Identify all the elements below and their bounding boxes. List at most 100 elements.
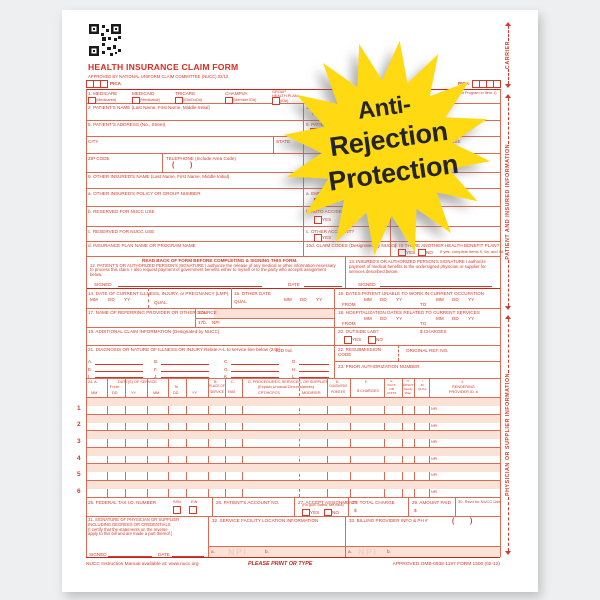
outside-lab-no-checkbox[interactable]: [368, 336, 376, 344]
diag-line[interactable]: [95, 377, 143, 378]
diag-i: I.: [88, 373, 91, 379]
field-20-charges: $ CHARGES: [420, 329, 447, 334]
ssn-label: SSN: [173, 500, 181, 504]
signature-line-31[interactable]: [108, 555, 152, 557]
auto-accident-yes-checkbox[interactable]: [314, 216, 322, 224]
col-d-sub: (Explain Unusual Circumstances): [258, 384, 315, 389]
field-33-paren-open: (: [452, 517, 455, 525]
field-18-dd2: DD: [452, 315, 459, 321]
signature-line-13[interactable]: [380, 286, 492, 287]
npi-band-32: [208, 546, 345, 557]
diag-line[interactable]: [299, 377, 329, 378]
field-31-label: 31. SIGNATURE OF PHYSICIAN OR SUPPLIER I…: [88, 517, 180, 537]
carrier-margin: CARRIER: [502, 22, 514, 88]
field-1-tricare: TRICARE: [175, 91, 196, 96]
field-1-group: GROUP HEALTH PLAN: [272, 90, 298, 99]
diag-d: D.: [292, 359, 297, 364]
champva-checkbox[interactable]: [225, 96, 233, 104]
service-row-shading: [86, 447, 500, 456]
assignment-no-checkbox[interactable]: [324, 508, 332, 516]
service-row-number: 1: [77, 405, 81, 412]
pica-label-right: PICA: [458, 81, 469, 86]
field-9b-label: b. RESERVED FOR NUCC USE: [88, 208, 155, 214]
pica-checkbox[interactable]: [493, 80, 501, 88]
diag-line[interactable]: [231, 377, 279, 378]
diag-line[interactable]: [231, 363, 279, 365]
physician-supplier-margin: PHYSICIAN OR SUPPLIER INFORMATION: [502, 315, 514, 555]
field-18-mm2: MM: [436, 315, 444, 321]
col-place: PLACE OF: [209, 383, 225, 388]
diag-line[interactable]: [299, 363, 329, 365]
signature-line-12[interactable]: [118, 286, 262, 287]
footer-nucc: NUCC Instruction Manual available at: ww…: [86, 561, 199, 567]
field-16-mm: MM: [364, 296, 372, 302]
arrow-down-icon: [505, 84, 511, 88]
field-25-label: 25. FEDERAL TAX I.D. NUMBER: [88, 499, 157, 505]
diag-line[interactable]: [231, 371, 279, 372]
tricare-checkbox[interactable]: [175, 96, 183, 104]
plan-no-checkbox[interactable]: [418, 248, 426, 256]
col-c: C.: [231, 379, 235, 384]
diag-line[interactable]: [95, 363, 143, 365]
field-26-label: 26. PATIENT'S ACCOUNT NO.: [216, 499, 280, 505]
plan-yes: YES: [406, 249, 416, 255]
field-23-label: 23. PRIOR AUTHORIZATION NUMBER: [338, 363, 420, 369]
medicaid-checkbox[interactable]: [132, 96, 140, 104]
diag-l: L.: [292, 373, 296, 379]
field-10d-label: 10d. CLAIM CODES (Designated by NUCC): [306, 243, 397, 248]
date-line-31[interactable]: [172, 555, 204, 557]
field-1-champva-sub: (Member ID#): [233, 98, 257, 102]
diag-line[interactable]: [161, 363, 209, 365]
field-31-signed: SIGNED: [89, 551, 107, 557]
field-33-paren-close: ): [470, 517, 473, 525]
col-mod: MODIFIER: [302, 391, 321, 395]
field-15-qual: QUAL.: [234, 299, 248, 304]
col-f: F.: [365, 379, 368, 384]
row-npi-label: NPI: [431, 440, 438, 444]
shaded-17a: [214, 308, 333, 318]
assignment-yes-checkbox[interactable]: [302, 508, 310, 516]
group-plan-checkbox[interactable]: [272, 97, 280, 105]
field-5-label: 5. PATIENT'S ADDRESS (No., Street): [88, 122, 166, 127]
col-emg: EMG: [228, 389, 236, 394]
field-18-from: FROM: [342, 321, 356, 326]
field-32a-label: a.: [211, 548, 215, 554]
outside-lab-yes-checkbox[interactable]: [344, 336, 352, 344]
col-e: E.: [336, 379, 340, 384]
diag-line[interactable]: [95, 371, 143, 372]
state-label: STATE: [276, 138, 291, 144]
diag-h: H.: [292, 366, 297, 372]
ein-checkbox[interactable]: [189, 506, 197, 514]
diag-line[interactable]: [161, 371, 209, 372]
ssn-checkbox[interactable]: [173, 506, 181, 514]
field-14-qual: QUAL.: [154, 300, 168, 305]
service-row-shading: [86, 397, 500, 406]
form-approval-line: APPROVED BY NATIONAL UNIFORM CLAIM COMMI…: [88, 74, 229, 79]
pica-label-left: PICA: [110, 81, 121, 86]
field-10b-label: b. AUTO ACCIDENT?: [306, 208, 351, 214]
col-24a: 24. A.: [88, 379, 98, 384]
field-16-from: FROM: [342, 302, 356, 307]
plan-yes-checkbox[interactable]: [398, 248, 406, 256]
assignment-yes: YES: [310, 509, 320, 515]
field-9d-label: d. INSURANCE PLAN NAME OR PROGRAM NAME: [88, 243, 196, 248]
field-1-champva: CHAMPVA: [225, 91, 248, 96]
diag-b: B.: [154, 359, 159, 364]
field-1a-note: (For Program in Item 1): [457, 91, 497, 95]
medicare-checkbox[interactable]: [88, 96, 96, 104]
field-16-dd2: DD: [452, 296, 459, 302]
pica-checkbox[interactable]: [100, 80, 108, 88]
col-dd: DD: [112, 390, 118, 395]
starburst-shape: [283, 40, 491, 256]
diag-line[interactable]: [299, 371, 329, 372]
field-1-medicaid-sub: (Medicaid#): [140, 98, 160, 102]
diag-f: F.: [154, 366, 158, 372]
arrow-up-icon: [505, 94, 511, 98]
field-21-icd: ICD Ind.: [276, 348, 293, 353]
diag-line[interactable]: [161, 377, 209, 378]
arrow-down-icon: [505, 306, 511, 310]
col-g: G. DAYS OR UNITS: [387, 379, 397, 396]
col-to: To: [174, 384, 179, 389]
other-accident-yes-checkbox[interactable]: [314, 234, 322, 242]
date-line-12[interactable]: [304, 286, 342, 287]
